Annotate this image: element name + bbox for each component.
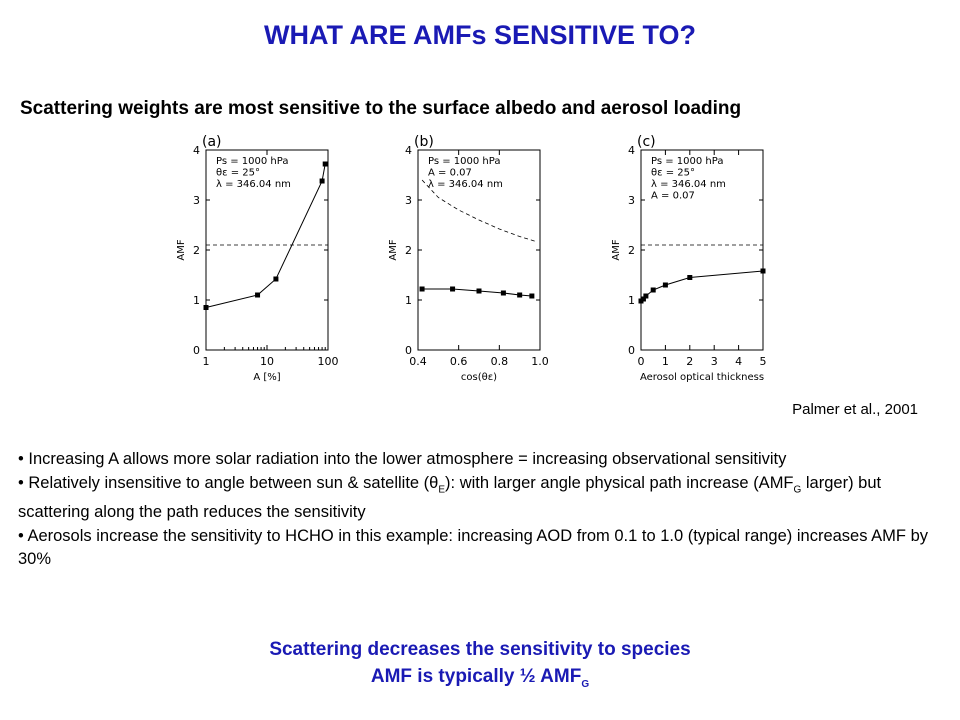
bullet-item-2: • Relatively insensitive to angle betwee… [18, 472, 948, 525]
chart-b-svg: (b) 0 1 2 3 4 0.4 0.6 0.8 1.0 cos(θε) AMF Ps = 1000 … [388, 134, 549, 383]
bullet-list: • Increasing A allows more solar radiati… [18, 448, 948, 572]
param-text: λ = 346.04 nm [428, 179, 503, 190]
data-point [662, 282, 668, 288]
series-line [640, 270, 764, 302]
slide-subtitle: Scattering weights are most sensitive to… [20, 98, 742, 119]
bullet-2-text-c: larger) but scattering along the path re… [18, 473, 882, 522]
x-tick-label: 1 [203, 355, 210, 368]
chart-panel-c: (c) 0 1 2 3 4 0 1 2 3 4 5 Aerosol optical thickness A… [605, 128, 810, 390]
param-text: Ps = 1000 hPa [651, 156, 723, 167]
data-point [203, 305, 209, 310]
data-point [529, 293, 535, 299]
y-tick-label: 3 [405, 194, 412, 207]
x-axis-label: cos(θε) [461, 372, 497, 383]
data-point [450, 286, 456, 292]
y-axis-label: AMF [611, 239, 622, 260]
param-text: θε = 25° [216, 168, 260, 179]
data-point [650, 287, 656, 293]
data-point [419, 286, 425, 292]
x-tick-label: 0.6 [450, 355, 468, 368]
data-point [319, 178, 325, 184]
x-tick-label: 0.4 [409, 355, 427, 368]
y-tick-label: 4 [405, 144, 412, 157]
chart-c-svg: (c) 0 1 2 3 4 0 1 2 3 4 5 Aerosol optical thickness A… [611, 134, 767, 383]
y-tick-label: 0 [628, 344, 635, 357]
y-tick-label: 3 [193, 194, 200, 207]
data-point [273, 276, 279, 282]
x-tick-label: 2 [686, 355, 693, 368]
panel-label: (c) [637, 134, 656, 150]
conclusion-line-2: AMF is typically ½ AMFG [0, 663, 960, 698]
data-point [255, 292, 261, 298]
x-tick-label: 3 [711, 355, 718, 368]
conclusion-line-2-text: AMF is typically ½ AMF [370, 666, 582, 687]
param-text: Ps = 1000 hPa [216, 156, 288, 167]
panel-label: (a) [202, 134, 222, 150]
panel-label: (b) [414, 134, 434, 150]
x-axis-label: Aerosol optical thickness [640, 372, 764, 383]
y-axis-label: AMF [388, 239, 399, 260]
theta-symbol: θ [429, 473, 439, 492]
param-text: λ = 346.04 nm [216, 179, 291, 190]
data-point [476, 288, 482, 294]
y-tick-label: 4 [628, 144, 635, 157]
chart-panel-a: (a) 0 1 2 3 4 1 10 100 A [%] AMF Ps = 1000 hPa θε = … [170, 128, 375, 390]
x-tick-label: 1 [662, 355, 669, 368]
y-tick-label: 2 [405, 244, 412, 257]
param-text: θε = 25° [651, 168, 695, 179]
data-point [760, 268, 766, 274]
x-tick-label: 4 [735, 355, 742, 368]
y-axis-label: AMF [176, 239, 187, 260]
x-axis-label: A [%] [253, 372, 280, 383]
x-tick-label: 10 [260, 355, 274, 368]
param-text: A = 0.07 [651, 191, 695, 202]
y-tick-label: 2 [193, 244, 200, 257]
y-tick-label: 1 [628, 294, 635, 307]
x-tick-label: 0 [638, 355, 645, 368]
bullet-item-1: • Increasing A allows more solar radiati… [18, 450, 787, 468]
x-tick-label: 0.8 [491, 355, 509, 368]
conclusion-line-2-sub: G [581, 678, 590, 690]
y-tick-label: 3 [628, 194, 635, 207]
theta-subscript: E [438, 483, 446, 495]
bullet-item-3: • Aerosols increase the sensitivity to H… [18, 526, 928, 569]
data-point [517, 292, 523, 298]
x-tick-label: 1.0 [531, 355, 549, 368]
param-text: A = 0.07 [428, 168, 472, 179]
conclusion: Scattering decreases the sensitivity to … [0, 636, 960, 698]
y-tick-label: 2 [628, 244, 635, 257]
citation: Palmer et al., 2001 [792, 401, 918, 418]
amf-g-subscript: G [793, 483, 802, 495]
y-tick-label: 0 [405, 344, 412, 357]
slide-title: WHAT ARE AMFs SENSITIVE TO? [263, 20, 696, 50]
param-text: λ = 346.04 nm [651, 179, 726, 190]
y-tick-label: 4 [193, 144, 200, 157]
data-point [322, 161, 328, 167]
data-point [640, 296, 646, 302]
bullet-2-text-a: • Relatively insensitive to angle betwee… [18, 473, 430, 492]
data-point [687, 275, 693, 280]
conclusion-line-1: Scattering decreases the sensitivity to … [269, 639, 691, 660]
reference-dashed-curve [421, 179, 537, 242]
bullet-2-text-b: ): with larger angle physical path incre… [445, 473, 794, 492]
x-tick-label: 100 [318, 355, 339, 368]
y-tick-label: 1 [193, 294, 200, 307]
data-point [500, 290, 506, 296]
param-text: Ps = 1000 hPa [428, 156, 500, 167]
y-tick-label: 0 [193, 344, 200, 357]
chart-panel-b: (b) 0 1 2 3 4 0.4 0.6 0.8 1.0 cos(θε) AMF Ps = 1000 … [382, 128, 587, 390]
x-tick-label: 5 [760, 355, 767, 368]
y-tick-label: 1 [405, 294, 412, 307]
data-point [643, 293, 649, 299]
